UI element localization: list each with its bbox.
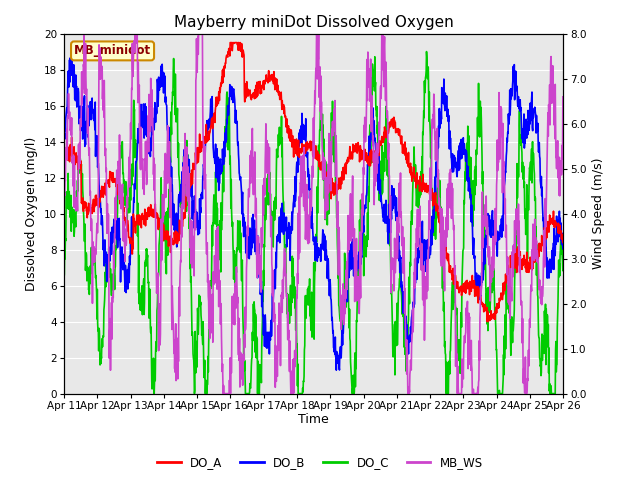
Y-axis label: Dissolved Oxygen (mg/l): Dissolved Oxygen (mg/l): [25, 136, 38, 291]
X-axis label: Time: Time: [298, 413, 329, 426]
Y-axis label: Wind Speed (m/s): Wind Speed (m/s): [592, 158, 605, 269]
Legend: DO_A, DO_B, DO_C, MB_WS: DO_A, DO_B, DO_C, MB_WS: [152, 452, 488, 474]
Text: MB_minidot: MB_minidot: [74, 44, 151, 58]
Title: Mayberry miniDot Dissolved Oxygen: Mayberry miniDot Dissolved Oxygen: [173, 15, 454, 30]
